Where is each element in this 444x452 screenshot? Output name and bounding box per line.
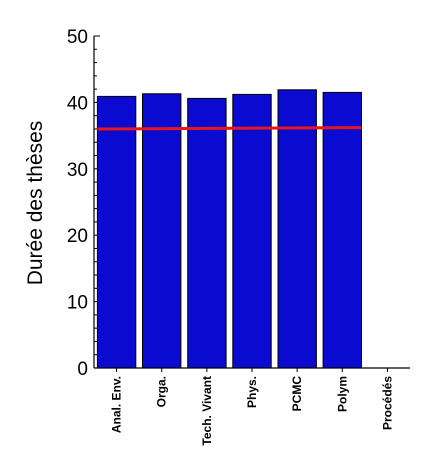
bar-0 [96,95,137,369]
x-tick-label: Orga. [155,376,169,407]
y-tick-label: 40 [67,93,88,114]
bar-3 [232,93,272,369]
reference-line-group [97,126,362,131]
y-tick-label: 0 [77,359,88,380]
reference-line [97,126,362,131]
x-tick-label: Phys. [245,376,259,408]
bars [96,89,363,369]
y-axis-ticks: 0 10 20 30 40 50 [67,27,100,380]
bar-5 [322,91,363,369]
y-tick-label: 10 [67,293,88,314]
x-tick-label: Procédés [380,376,394,430]
x-axis-ticks: Anal. Env. Orga. Tech. Vivant Phys. PCMC Poly… [110,368,394,446]
y-tick-label: 50 [67,27,88,48]
y-tick-label: 30 [67,160,88,181]
bar-2 [187,97,227,369]
bar-4 [277,89,317,369]
bar-1 [142,93,182,369]
x-tick-label: Polym [335,376,349,412]
y-axis-label: Durée des thèses [24,121,47,286]
x-tick-label: Anal. Env. [110,376,124,433]
y-tick-label: 20 [67,226,88,247]
x-tick-label: PCMC [290,376,304,412]
x-tick-label: Tech. Vivant [200,376,214,446]
